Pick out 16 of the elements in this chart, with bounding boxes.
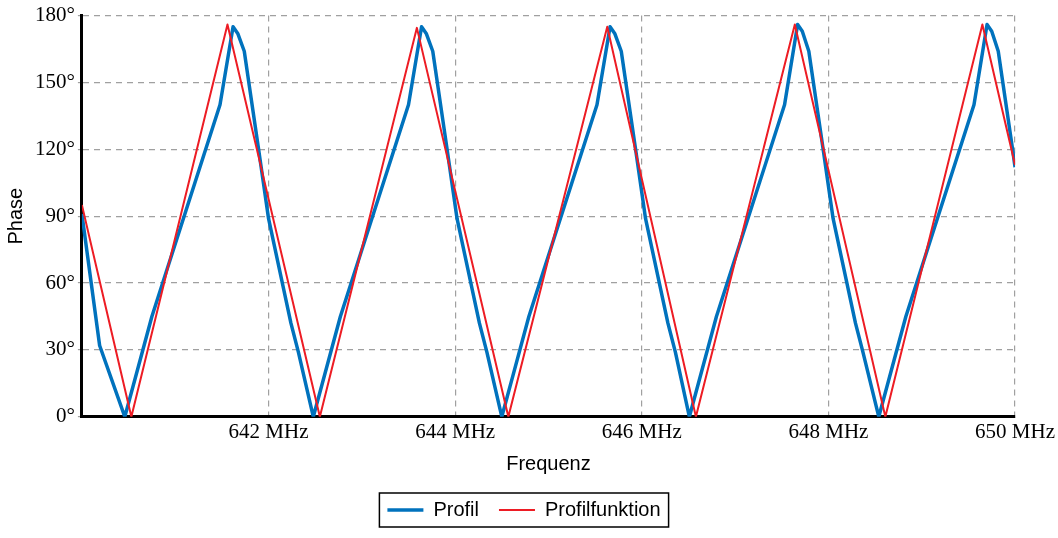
x-tick-label: 644 MHz (415, 418, 496, 443)
y-tick-label: 0° (55, 403, 75, 428)
legend-label: Profil (433, 497, 479, 520)
legend-label: Profilfunktion (544, 497, 661, 520)
y-tick-label: 30° (45, 336, 75, 361)
y-tick-label: 60° (45, 269, 75, 294)
x-tick-label: 650 MHz (975, 418, 1056, 443)
y-tick-label: 120° (34, 135, 75, 160)
x-tick-label: 648 MHz (788, 418, 869, 443)
x-tick-label: 646 MHz (601, 418, 682, 443)
x-axis-title: Frequenz (506, 451, 591, 474)
y-tick-label: 90° (45, 202, 75, 227)
x-tick-label: 642 MHz (228, 418, 309, 443)
y-axis-title: Phase (3, 187, 26, 245)
y-tick-label: 180° (34, 2, 75, 27)
y-tick-label: 150° (34, 68, 75, 93)
